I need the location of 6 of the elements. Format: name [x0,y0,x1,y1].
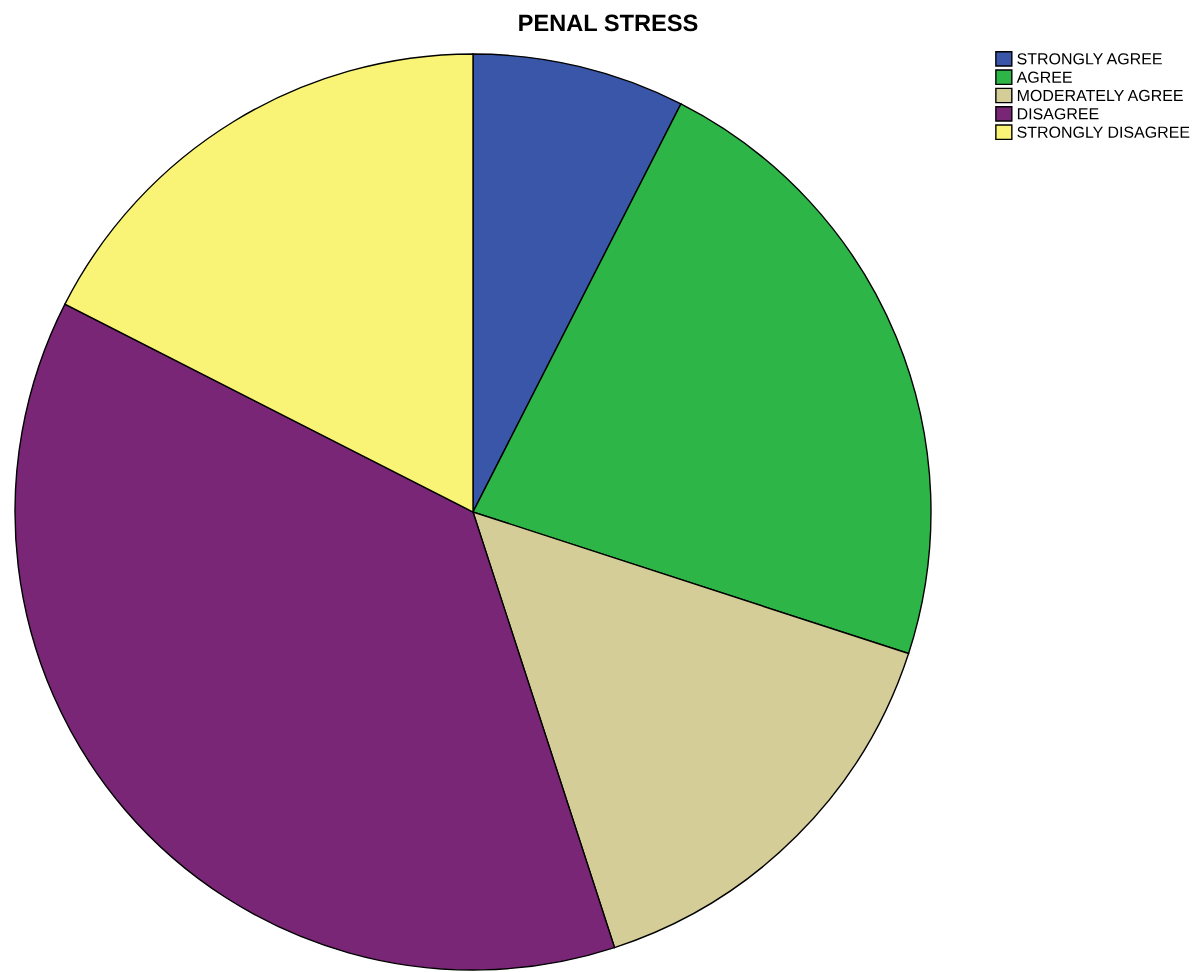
legend-label: STRONGLY AGREE [1017,53,1162,65]
legend-label: MODERATELY AGREE [1017,89,1183,102]
chart-title: PENAL STRESS [519,14,698,32]
legend-label: DISAGREE [1017,108,1099,120]
legend-label: STRONGLY DISAGREE [1017,126,1190,138]
legend-label: AGREE [1016,71,1072,83]
